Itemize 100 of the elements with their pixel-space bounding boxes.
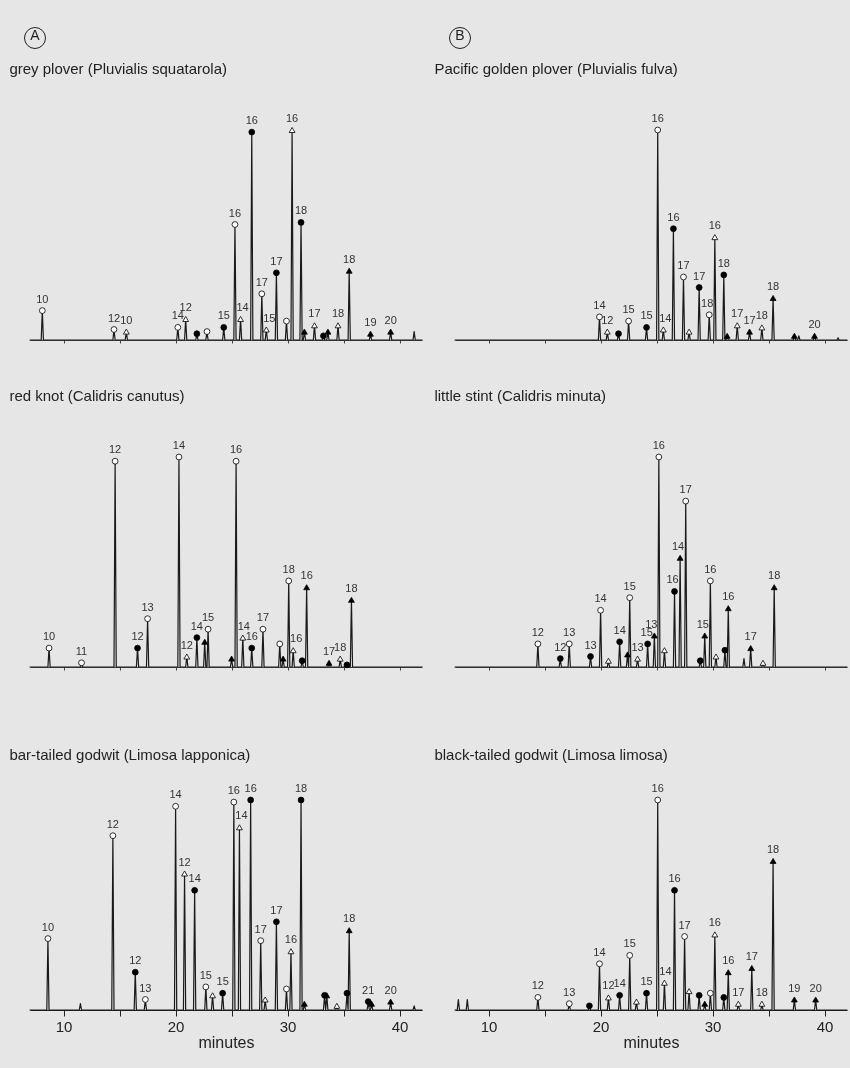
x-tick-label: 20 [167, 1017, 185, 1035]
annotation: 16 [245, 630, 258, 643]
annotation: 12 [602, 979, 615, 992]
annotation: 14 [659, 311, 672, 324]
annotation: 20 [809, 981, 822, 994]
annotation: 15 [199, 968, 212, 981]
annotation: 17 [677, 259, 690, 271]
annotation: 17 [745, 950, 758, 962]
annotation: 18 [331, 307, 345, 320]
annotation: 17 [322, 644, 336, 657]
annotation: 16 [285, 112, 299, 124]
annotation: 18 [755, 309, 769, 322]
annotation: 16 [284, 933, 298, 946]
annotation: 16 [651, 782, 664, 794]
annotation: 15 [622, 303, 635, 316]
annotation: 18 [717, 256, 730, 269]
annotation: 13 [645, 617, 658, 630]
annotation: 10 [42, 630, 56, 643]
x-tick-label: 20 [592, 1017, 610, 1035]
annotation: 18 [755, 985, 769, 998]
annotation: 17 [308, 307, 321, 320]
annotation: 18 [294, 782, 308, 794]
annotation: 19 [788, 981, 801, 994]
annotation: 17 [732, 985, 745, 998]
annotation: 14 [613, 977, 626, 990]
annotation: 12 [178, 855, 191, 868]
annotation: 17 [693, 269, 706, 282]
annotation: 21 [362, 983, 375, 996]
annotation: 17 [254, 922, 267, 935]
annotation: 16 [708, 916, 721, 929]
chart-title: Pacific golden plover (Pluvialis fulva) [434, 60, 678, 77]
annotation: 17 [743, 313, 756, 326]
annotation: 16 [229, 443, 243, 456]
annotation: 14 [236, 301, 249, 313]
annotation: 13 [563, 625, 576, 638]
annotation: 13 [141, 600, 154, 613]
x-tick-label: 10 [480, 1017, 498, 1035]
annotation: 16 [651, 112, 664, 124]
annotation: 17 [256, 611, 270, 624]
annotation: 14 [659, 964, 672, 977]
annotation: 12 [601, 313, 614, 326]
annotation: 16 [244, 782, 257, 794]
x-axis-title: minutes [623, 1033, 680, 1051]
annotation: 14 [671, 539, 685, 552]
annotation: 15 [623, 937, 636, 950]
x-tick-label: 30 [704, 1017, 722, 1035]
chart-title: grey plover (Pluvialis squatarola) [9, 60, 228, 77]
annotation: 18 [768, 569, 781, 582]
chart-title: red knot (Calidris canutus) [9, 387, 185, 404]
annotation: 12 [531, 625, 545, 638]
x-tick-label: 40 [391, 1017, 409, 1035]
annotation: 16 [722, 954, 735, 967]
annotation: 17 [679, 483, 692, 496]
annotation: 14 [613, 623, 626, 636]
annotation: 15 [640, 309, 653, 322]
x-tick-label: 10 [55, 1017, 73, 1035]
annotation: 13 [139, 981, 152, 994]
annotation: 18 [334, 640, 347, 653]
x-tick-label: 30 [279, 1017, 297, 1035]
annotation: 16 [652, 439, 665, 451]
annotation: 12 [554, 640, 567, 653]
annotation: 16 [290, 632, 303, 645]
annotation: 15 [216, 975, 229, 988]
annotation: 20 [384, 313, 397, 326]
annotation: 12 [180, 638, 193, 651]
annotation: 16 [708, 219, 721, 232]
annotation: 13 [584, 638, 597, 651]
annotation: 10 [41, 920, 55, 933]
annotation: 14 [593, 298, 606, 311]
annotation: 17 [270, 903, 283, 916]
annotation: 14 [594, 592, 607, 605]
annotation: 14 [172, 439, 186, 451]
annotation: 16 [245, 114, 258, 127]
annotation: 14 [235, 809, 248, 822]
x-tick-label: 40 [816, 1017, 834, 1035]
annotation: 11 [75, 644, 88, 657]
annotation: 19 [364, 315, 377, 328]
annotation: 16 [668, 872, 681, 885]
x-axis-title: minutes [198, 1033, 255, 1051]
annotation: 12 [531, 979, 545, 992]
annotation: 18 [766, 280, 780, 292]
annotation: 14 [188, 872, 201, 885]
chart-title: bar-tailed godwit (Limosa lapponica) [9, 746, 251, 763]
annotation: 17 [270, 254, 283, 267]
annotation: 17 [731, 307, 744, 320]
annotation: 18 [343, 252, 356, 265]
annotation: 18 [345, 581, 358, 594]
annotation: 14 [593, 945, 606, 958]
annotation: 17 [678, 918, 691, 931]
annotation: 16 [722, 590, 735, 603]
annotation: 15 [217, 309, 230, 322]
annotation: 18 [294, 204, 308, 217]
annotation: 16 [666, 573, 679, 586]
annotation: 12 [109, 443, 122, 456]
annotation: 17 [744, 630, 757, 643]
annotation: 15 [696, 617, 709, 630]
annotation: 16 [228, 206, 242, 219]
annotation: 12 [107, 311, 121, 324]
annotation: 16 [300, 569, 313, 582]
annotation: 16 [227, 784, 240, 797]
